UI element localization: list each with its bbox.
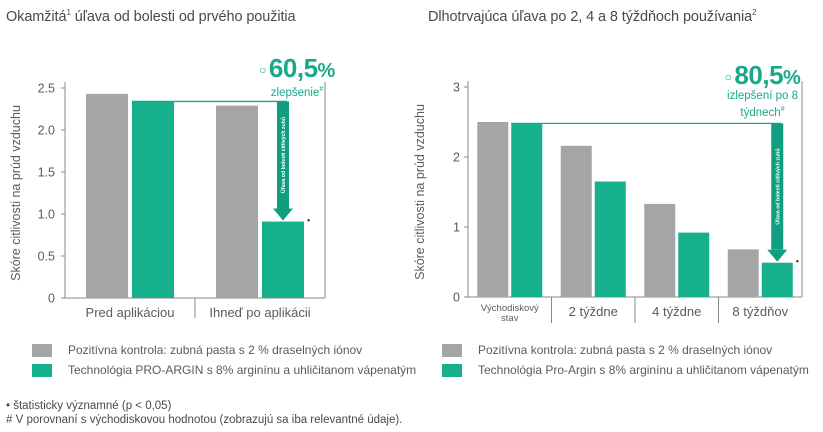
- relief-arrow-head: [273, 208, 293, 221]
- bar-proargin-2: [262, 221, 304, 298]
- right-legend: Pozitívna kontrola: zubná pasta s 2 % dr…: [442, 340, 809, 380]
- legend-label-control: Pozitívna kontrola: zubná pasta s 2 % dr…: [68, 343, 363, 357]
- legend-swatch-green: [32, 363, 52, 377]
- y-tick-label: 1: [453, 221, 460, 235]
- right-bar-chart: Skóre citlivosti na prúd vzduchu 0 1 2 3 Vých…: [413, 81, 803, 324]
- y-tick-label: 1.5: [38, 166, 55, 180]
- bar-proargin-2: [594, 181, 626, 297]
- x-category-label: Pred aplikáciou: [86, 305, 175, 320]
- x-category-label: 8 týždňov: [732, 304, 788, 319]
- left-callout-sup: #: [319, 86, 324, 93]
- bar-proargin-1: [132, 101, 174, 298]
- right-callout-sup: #: [780, 106, 785, 113]
- y-axis-label: Skóre citlivosti na prúd vzduchu: [413, 104, 427, 280]
- right-improvement-callout: ○ 80,5% izlepšení po 8 týdnech#: [710, 62, 815, 120]
- y-tick-label: 2.0: [38, 124, 55, 138]
- x-category-label: Ihneď po aplikácii: [209, 305, 310, 320]
- bar-control-3: [644, 203, 676, 297]
- left-title-text: Okamžitá: [6, 8, 67, 25]
- bar-proargin-1: [511, 123, 543, 298]
- y-tick-label: 0: [453, 291, 460, 305]
- right-title-text: Dlhotrvajúca úľava po 2, 4 a 8 týždňoch …: [428, 8, 753, 25]
- y-tick-label: 3: [453, 81, 460, 95]
- legend-label-proargin: Technológia Pro-Argin s 8% arginínu a uh…: [478, 363, 809, 377]
- y-tick-label: 0.5: [38, 250, 55, 264]
- bar-proargin-4: [761, 262, 793, 297]
- left-callout-unit: %: [317, 60, 336, 82]
- right-callout-value: 80,5: [734, 60, 784, 90]
- legend-label-control: Pozitívna kontrola: zubná pasta s 2 % dr…: [478, 343, 773, 357]
- right-chart-title: Dlhotrvajúca úľava po 2, 4 a 8 týždňoch …: [428, 8, 757, 25]
- left-improvement-callout: ○ 60,5% zlepšenie#: [246, 55, 348, 100]
- left-legend: Pozitívna kontrola: zubná pasta s 2 % dr…: [32, 340, 416, 380]
- bar-control-1: [86, 93, 128, 298]
- arrow-label: Úľava od bolesti citlivých zubů: [280, 117, 287, 193]
- bar-control-1: [477, 122, 509, 297]
- footnote-significance: • štatisticky významné (p < 0,05): [6, 400, 172, 412]
- left-bar-chart: Skóre citlivosti na prúd vzduchu 0 0.5 1.0 1…: [9, 82, 326, 320]
- left-callout-sub: zlepšenie: [270, 86, 320, 99]
- legend-item-proargin: Technológia Pro-Argin s 8% arginínu a uh…: [442, 360, 809, 380]
- bar-control-2: [216, 105, 258, 298]
- bar-control-4: [727, 249, 759, 297]
- legend-item-proargin: Technológia PRO-ARGIN s 8% arginínu a uh…: [32, 360, 416, 380]
- y-tick-label: 2.5: [38, 82, 55, 96]
- legend-swatch-gray: [442, 343, 462, 357]
- left-title-sup: 1: [66, 8, 71, 17]
- right-callout-sub2: týdnech: [740, 106, 781, 119]
- legend-item-control: Pozitívna kontrola: zubná pasta s 2 % dr…: [32, 340, 416, 360]
- footnote-comparison: # V porovnaní s východiskovou hodnotou (…: [6, 414, 403, 426]
- y-tick-label: 0: [48, 292, 55, 306]
- bar-proargin-3: [678, 232, 710, 297]
- legend-swatch-green: [442, 363, 462, 377]
- right-callout-sub1: izlepšení po 8: [727, 90, 798, 102]
- y-tick-label: 1.0: [38, 208, 55, 222]
- significance-dot: •: [796, 257, 799, 267]
- relief-arrow-shaft: [771, 123, 784, 250]
- left-title-rest: úľava od bolesti od prvého použitia: [70, 8, 296, 25]
- right-title-sup: 2: [752, 8, 757, 17]
- relief-arrow-head: [767, 249, 788, 262]
- right-chart-panel: Dlhotrvajúca úľava po 2, 4 a 8 týždňoch …: [410, 0, 823, 400]
- significance-dot: •: [307, 216, 310, 226]
- x-category-label: 2 týždne: [569, 304, 618, 319]
- x-category-label: 4 týždne: [652, 304, 701, 319]
- y-tick-label: 2: [453, 151, 460, 165]
- relief-arrow-shaft: [277, 101, 289, 209]
- legend-swatch-gray: [32, 343, 52, 357]
- x-category-label: stav: [501, 313, 519, 324]
- callout-circle-icon: ○: [259, 63, 266, 78]
- left-chart-panel: Okamžitá1 úľava od bolesti od prvého pou…: [0, 0, 416, 400]
- arrow-label: Úľava od bolesti citlivých zubů: [774, 149, 781, 225]
- bar-control-2: [560, 145, 592, 297]
- right-callout-unit: %: [783, 67, 801, 89]
- legend-label-proargin: Technológia PRO-ARGIN s 8% arginínu a uh…: [68, 363, 417, 377]
- left-chart-title: Okamžitá1 úľava od bolesti od prvého pou…: [6, 8, 296, 25]
- y-axis-label: Skóre citlivosti na prúd vzduchu: [9, 105, 23, 281]
- left-callout-value: 60,5: [268, 53, 318, 83]
- footnotes: • štatisticky významné (p < 0,05) # V po…: [6, 399, 402, 427]
- callout-circle-icon: ○: [724, 70, 732, 85]
- x-category-label: Východiskový: [481, 303, 539, 314]
- legend-item-control: Pozitívna kontrola: zubná pasta s 2 % dr…: [442, 340, 809, 360]
